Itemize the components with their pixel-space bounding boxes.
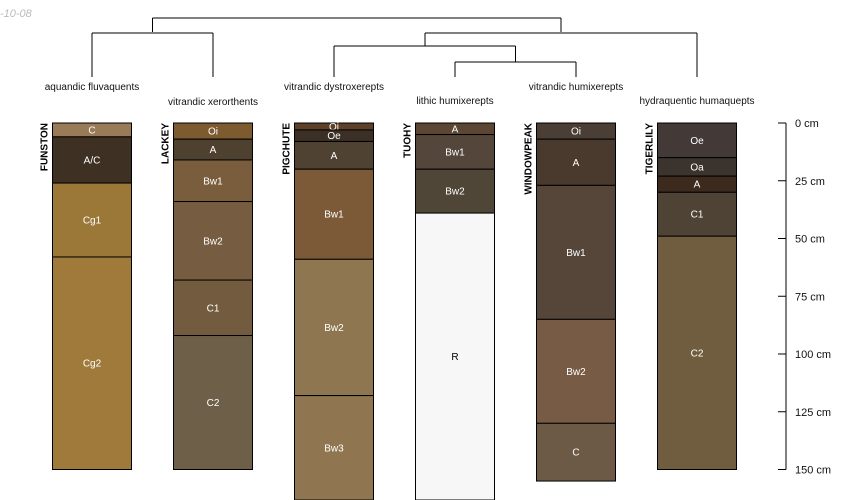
profile-name: LACKEY (161, 123, 172, 164)
horizon-label: Oa (690, 162, 704, 173)
horizon-label: Oe (690, 136, 704, 147)
horizon-label: Bw3 (324, 443, 344, 454)
corner-date-label: -10-08 (0, 8, 32, 20)
taxon-label: lithic humixerepts (416, 96, 493, 107)
depth-tick-label: 50 cm (795, 234, 825, 246)
horizon-label: Cg2 (83, 359, 102, 370)
horizon-label: A (452, 124, 459, 135)
depth-tick-label: 75 cm (795, 291, 825, 303)
horizon-block (52, 182, 132, 258)
horizon-label: Bw2 (203, 236, 223, 247)
horizon-label: Bw1 (566, 248, 586, 259)
horizon-block (536, 138, 616, 186)
horizon-label: R (451, 352, 458, 363)
horizon-block (173, 279, 253, 337)
horizon-label: C2 (207, 398, 220, 409)
taxon-label: vitrandic humixerepts (529, 82, 623, 93)
horizon-block (415, 212, 495, 500)
taxon-label: vitrandic xerorthents (168, 97, 258, 108)
profile-name: PIGCHUTE (282, 123, 293, 175)
horizon-label: Bw2 (445, 187, 465, 198)
horizon-label: A (694, 180, 701, 191)
horizon-block (173, 335, 253, 470)
horizon-label: C1 (691, 210, 704, 221)
horizon-label: C2 (691, 348, 704, 359)
taxon-label: aquandic fluvaquents (45, 82, 140, 93)
profile-name: TIGERLILY (645, 123, 656, 175)
depth-tick-label: 125 cm (795, 407, 831, 419)
horizon-label: Oi (571, 127, 581, 138)
horizon-label: Cg1 (83, 216, 102, 227)
horizon-block (52, 136, 132, 184)
profile-name: WINDOWPEAK (524, 122, 535, 194)
horizon-label: Bw1 (445, 147, 465, 158)
horizon-block (657, 191, 737, 237)
horizon-block (657, 122, 737, 159)
horizon-label: Bw1 (324, 210, 344, 221)
horizon-label: Bw1 (203, 176, 223, 187)
horizon-block (536, 318, 616, 424)
horizon-block (415, 168, 495, 214)
horizon-label: Oe (327, 131, 341, 142)
horizon-block (415, 134, 495, 170)
horizon-label: A (573, 158, 580, 169)
horizon-label: Bw2 (566, 367, 586, 378)
depth-tick-label: 150 cm (795, 465, 831, 477)
horizon-block (536, 422, 616, 482)
horizon-label: A/C (84, 155, 101, 166)
horizon-block (657, 235, 737, 470)
horizon-block (294, 140, 374, 170)
horizon-block (173, 159, 253, 203)
taxon-label: vitrandic dystroxerepts (284, 82, 384, 93)
horizon-label: C (572, 448, 579, 459)
taxon-label: hydraquentic humaquepts (639, 96, 754, 107)
horizon-label: Bw2 (324, 323, 344, 334)
depth-tick-label: 25 cm (795, 176, 825, 188)
horizon-label: Oi (329, 122, 339, 133)
horizon-block (52, 256, 132, 471)
horizon-block (173, 201, 253, 281)
horizon-label: C1 (207, 303, 220, 314)
horizon-label: C (88, 125, 95, 136)
horizon-label: A (210, 145, 217, 156)
horizon-label: A (331, 151, 338, 162)
profile-name: TUOHY (403, 123, 414, 158)
depth-tick-label: 0 cm (795, 118, 819, 130)
horizon-block (294, 258, 374, 397)
depth-tick-label: 100 cm (795, 349, 831, 361)
profile-name: FUNSTON (40, 123, 51, 171)
horizon-label: Oi (208, 127, 218, 138)
